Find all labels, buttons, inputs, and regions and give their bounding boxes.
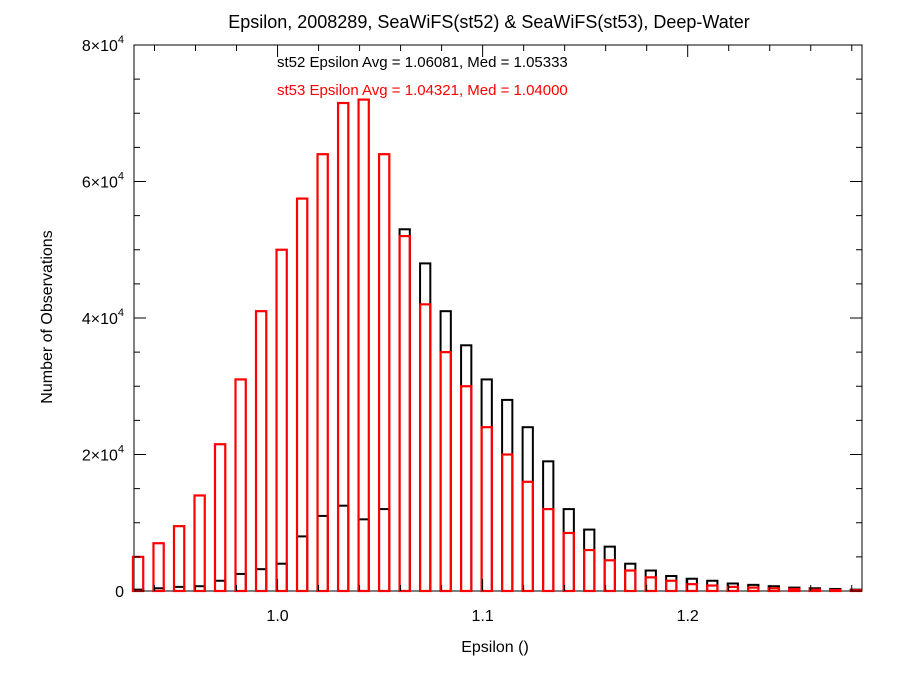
y-tick-exponent: 4 — [118, 307, 124, 319]
bar-st52-18 — [501, 398, 514, 592]
bar-st53-14 — [418, 303, 432, 593]
bar-st53-16 — [459, 385, 473, 593]
bar-st53-33 — [808, 588, 822, 593]
bar-st53-9 — [316, 153, 329, 593]
bar-st53-21 — [562, 531, 575, 593]
bar-st52-20 — [542, 460, 555, 592]
y-tick-exponent: 4 — [118, 444, 124, 456]
bar-st53-31 — [767, 587, 781, 593]
bar-st53-20 — [542, 508, 555, 593]
x-axis-label: Epsilon () — [461, 639, 529, 656]
bar-st52-14 — [419, 262, 432, 592]
bar-st53-19 — [521, 480, 534, 593]
annotation-st52: st52 Epsilon Avg = 1.06081, Med = 1.0533… — [277, 54, 568, 71]
bar-st53-7 — [275, 248, 288, 593]
bar-st53-0 — [131, 555, 145, 593]
bar-st52-19 — [521, 426, 534, 593]
bar-st53-1 — [152, 542, 165, 593]
bar-st53-24 — [624, 569, 637, 593]
bar-st52-6 — [255, 568, 268, 592]
bar-st52-24 — [624, 562, 637, 593]
bar-st52-4 — [214, 579, 227, 593]
bar-st53-3 — [193, 494, 206, 593]
bar-st53-4 — [213, 443, 227, 593]
bar-st53-28 — [706, 584, 719, 593]
bar-st53-11 — [357, 98, 370, 593]
ticks-layer: 1.0 1.1 1.2 0 2×104 4×104 6×104 8×104 — [82, 34, 862, 625]
y-tick-label: 0 — [115, 584, 124, 601]
bar-st53-8 — [295, 197, 309, 593]
bar-st52-16 — [460, 344, 473, 592]
bar-st53-34 — [829, 588, 842, 593]
bar-st53-32 — [788, 587, 801, 593]
bar-st52-10 — [337, 504, 350, 592]
bar-st53-10 — [336, 101, 350, 593]
bar-st52-5 — [234, 572, 247, 593]
x-tick-label: 1.2 — [677, 608, 699, 625]
y-tick-label: 4×104 — [82, 307, 124, 328]
bar-st53-30 — [747, 586, 760, 593]
bar-st53-26 — [665, 579, 678, 593]
bar-st53-5 — [234, 378, 247, 593]
bar-st53-13 — [398, 235, 411, 593]
annotation-st53: st53 Epsilon Avg = 1.04321, Med = 1.0400… — [277, 82, 568, 99]
bar-st53-6 — [254, 310, 268, 593]
x-tick-label: 1.1 — [471, 608, 493, 625]
series-st52 — [131, 228, 862, 593]
bar-st52-23 — [603, 545, 616, 593]
bar-st52-26 — [665, 574, 678, 592]
y-tick-exponent: 4 — [118, 34, 124, 46]
series-st53 — [131, 98, 863, 593]
bar-st52-12 — [378, 508, 391, 593]
bar-st53-15 — [439, 351, 452, 593]
bar-st53-17 — [480, 426, 493, 593]
y-tick-label: 2×104 — [82, 444, 124, 465]
y-tick-label: 8×104 — [82, 34, 124, 55]
bar-st52-17 — [480, 378, 493, 593]
y-tick-exponent: 4 — [118, 171, 124, 183]
series-layer — [131, 98, 863, 593]
bar-st53-27 — [685, 583, 699, 593]
bar-st52-11 — [357, 518, 370, 593]
plot-area — [133, 44, 863, 592]
bar-st52-21 — [562, 508, 575, 593]
bar-st53-18 — [501, 453, 514, 593]
y-axis-label: Number of Observations — [39, 230, 56, 403]
bar-st53-29 — [726, 585, 740, 593]
plot-frame — [133, 44, 863, 592]
bar-st53-25 — [644, 576, 658, 593]
bar-st53-2 — [172, 525, 186, 593]
bar-st52-25 — [644, 569, 657, 593]
bar-st52-9 — [316, 514, 329, 592]
bar-st53-12 — [377, 153, 391, 593]
y-tick-label: 6×104 — [82, 171, 124, 192]
bar-st52-22 — [583, 528, 596, 593]
bar-st52-7 — [275, 562, 288, 593]
chart-title: Epsilon, 2008289, SeaWiFS(st52) & SeaWiF… — [228, 12, 750, 32]
bar-st52-8 — [296, 535, 309, 593]
bar-st52-13 — [398, 228, 411, 592]
bar-st53-23 — [603, 559, 616, 593]
bar-st53-22 — [583, 548, 596, 593]
x-tick-label: 1.0 — [266, 608, 288, 625]
